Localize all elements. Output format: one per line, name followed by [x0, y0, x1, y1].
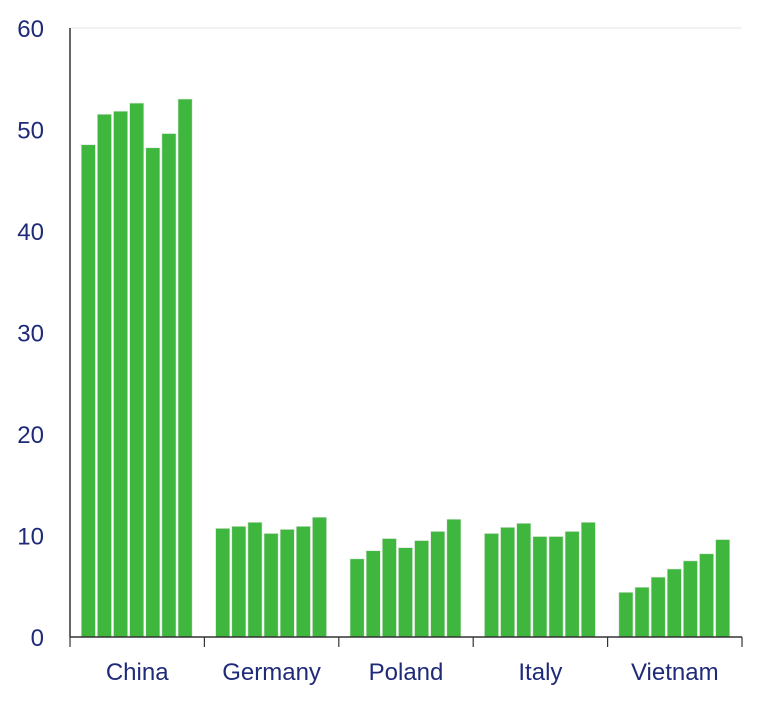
y-tick-label: 0: [31, 625, 44, 652]
y-tick-label: 50: [17, 118, 44, 145]
axes: [69, 28, 743, 647]
bar: [699, 553, 714, 638]
bar: [279, 529, 295, 638]
bar: [500, 527, 516, 638]
bar: [312, 516, 327, 638]
x-tick-label: Vietnam: [631, 659, 719, 686]
x-tick-label: China: [106, 659, 169, 686]
bar: [113, 110, 128, 638]
x-tick-label: Germany: [222, 659, 321, 686]
bar: [382, 538, 397, 638]
y-tick-label: 20: [17, 422, 44, 449]
y-tick-label: 60: [17, 16, 44, 43]
x-tick-label: Italy: [518, 659, 562, 686]
bar: [650, 576, 666, 638]
bar: [446, 518, 462, 638]
bar: [715, 539, 731, 638]
bar: [177, 98, 193, 638]
bar: [532, 536, 548, 638]
bar: [516, 523, 532, 638]
bar: [564, 531, 580, 638]
bar: [618, 592, 634, 638]
y-tick-label: 40: [17, 219, 44, 246]
bar: [580, 522, 596, 638]
x-axis-labels: China Germany Poland Italy Vietnam: [106, 659, 719, 686]
y-axis-ticks: 0 10 20 30 40 50 60: [17, 16, 44, 652]
bar: [548, 536, 564, 638]
bar: [484, 533, 499, 638]
bar: [80, 144, 96, 638]
bar: [295, 526, 311, 638]
y-tick-label: 30: [17, 321, 44, 348]
bar: [398, 547, 413, 638]
bar: [414, 540, 429, 638]
bar: [634, 586, 650, 638]
bar: [263, 533, 279, 638]
bar: [365, 550, 381, 638]
bars: [80, 98, 731, 638]
bar: [683, 560, 698, 638]
x-tick-label: Poland: [369, 659, 444, 686]
bar: [161, 133, 177, 638]
bar: [97, 113, 112, 638]
bar: [215, 528, 231, 638]
bar: [129, 102, 145, 638]
bar: [430, 531, 446, 638]
bar: [231, 526, 247, 638]
y-tick-label: 10: [17, 524, 44, 551]
bar: [666, 568, 682, 638]
bar: [145, 147, 161, 638]
bar: [247, 522, 263, 638]
bar: [349, 558, 365, 638]
